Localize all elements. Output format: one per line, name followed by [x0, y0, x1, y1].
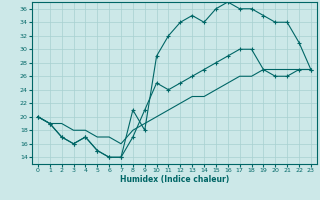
X-axis label: Humidex (Indice chaleur): Humidex (Indice chaleur)	[120, 175, 229, 184]
